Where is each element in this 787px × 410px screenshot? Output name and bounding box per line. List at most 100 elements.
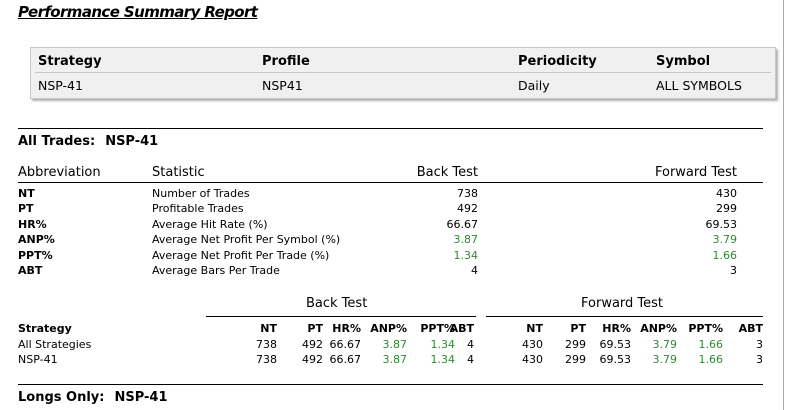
stats-back-value: 492 (457, 202, 478, 215)
stats-header-forward-test: Forward Test (654, 165, 737, 180)
stats-statistic: Profitable Trades (152, 202, 244, 215)
info-header-strategy: Strategy (38, 53, 102, 69)
stats-row: NT Number of Trades 738 430 (18, 186, 763, 201)
comparison-row: NSP-41 738 492 66.67 3.87 1.34 4 430 299 69.53 3.7… (18, 352, 763, 367)
back-metric-header: ANP% (370, 322, 407, 335)
info-value-periodicity: Daily (518, 77, 550, 93)
back-test-group-line (206, 316, 476, 317)
stats-statistic: Average Bars Per Trade (152, 264, 280, 277)
back-metric-header: NT (260, 322, 277, 335)
back-metric-value: 4 (467, 338, 474, 351)
stats-statistic: Average Net Profit Per Trade (%) (152, 249, 330, 262)
stats-row: PT Profitable Trades 492 299 (18, 201, 763, 216)
forward-test-group-line (486, 316, 763, 317)
forward-metric-value: 430 (522, 353, 543, 366)
stats-forward-value: 430 (716, 187, 737, 200)
stats-header-row: Abbreviation Statistic Back Test Forward… (18, 165, 763, 183)
comparison-strategy-name: All Strategies (18, 338, 92, 351)
comparison-header-row: Strategy NT PT HR% ANP% PPT% ABT NT PT HR% ANP% PPT… (18, 321, 763, 336)
back-test-group-label: Back Test (306, 296, 368, 311)
info-header-profile: Profile (262, 53, 310, 69)
back-metric-value: 66.67 (329, 353, 362, 366)
forward-metric-value: 3 (756, 338, 763, 351)
forward-metric-value: 299 (565, 353, 586, 366)
forward-metric-value: 3 (756, 353, 763, 366)
stats-row: ABT Average Bars Per Trade 4 3 (18, 263, 763, 278)
stats-statistic: Number of Trades (152, 187, 250, 200)
back-metric-value: 1.34 (430, 353, 456, 366)
stats-back-value: 4 (471, 264, 478, 277)
comparison-row: All Strategies 738 492 66.67 3.87 1.34 4 430 299… (18, 337, 763, 352)
stats-abbreviation: NT (18, 187, 35, 200)
stats-forward-value: 1.66 (712, 249, 738, 262)
stats-row: ANP% Average Net Profit Per Symbol (%) 3.8… (18, 232, 763, 247)
forward-metric-header: NT (526, 322, 543, 335)
stats-header-back-test: Back Test (416, 165, 478, 180)
back-metric-value: 66.67 (329, 338, 362, 351)
forward-test-group-label: Forward Test (581, 296, 664, 311)
forward-metric-header: ANP% (640, 322, 677, 335)
longs-only-divider (18, 384, 763, 385)
back-metric-value: 4 (467, 353, 474, 366)
stats-back-value: 66.67 (446, 218, 479, 231)
forward-metric-header: ABT (738, 322, 763, 335)
forward-metric-value: 69.53 (599, 338, 632, 351)
forward-metric-value: 1.66 (698, 338, 724, 351)
strategy-info-box: Strategy Profile Periodicity Symbol NSP-… (30, 47, 776, 99)
all-trades-heading: All Trades: NSP-41 (18, 134, 158, 149)
stats-back-value: 3.87 (453, 233, 479, 246)
forward-metric-value: 69.53 (599, 353, 632, 366)
stats-abbreviation: ANP% (18, 233, 55, 246)
forward-metric-value: 3.79 (652, 353, 678, 366)
back-metric-value: 738 (256, 353, 277, 366)
info-value-symbol: ALL SYMBOLS (656, 77, 742, 93)
back-metric-value: 492 (302, 353, 323, 366)
stats-statistic: Average Hit Rate (%) (152, 218, 268, 231)
stats-forward-value: 3 (730, 264, 737, 277)
back-metric-value: 738 (256, 338, 277, 351)
back-metric-value: 3.87 (382, 338, 408, 351)
info-header-periodicity: Periodicity (518, 53, 597, 69)
stats-abbreviation: PT (18, 202, 34, 215)
right-border-line (783, 0, 784, 410)
info-value-profile: NSP41 (262, 77, 303, 93)
info-value-row: NSP-41 NSP41 Daily ALL SYMBOLS (35, 74, 771, 96)
report-title: Performance Summary Report (18, 3, 258, 21)
all-trades-strategy-name: NSP-41 (105, 134, 159, 149)
comparison-header-strategy: Strategy (18, 322, 72, 335)
stats-forward-value: 69.53 (705, 218, 738, 231)
forward-metric-value: 3.79 (652, 338, 678, 351)
info-header-row: Strategy Profile Periodicity Symbol (35, 50, 771, 73)
stats-forward-value: 3.79 (712, 233, 738, 246)
stats-statistic: Average Net Profit Per Symbol (%) (152, 233, 341, 246)
back-metric-value: 1.34 (430, 338, 456, 351)
comparison-strategy-name: NSP-41 (18, 353, 58, 366)
forward-metric-header: HR% (602, 322, 631, 335)
stats-header-statistic: Statistic (152, 165, 205, 180)
info-value-strategy: NSP-41 (38, 77, 83, 93)
back-metric-value: 492 (302, 338, 323, 351)
info-header-symbol: Symbol (656, 53, 711, 69)
back-metric-header: HR% (332, 322, 361, 335)
stats-abbreviation: PPT% (18, 249, 53, 262)
back-metric-header: PPT% (420, 322, 455, 335)
all-trades-divider (18, 128, 763, 129)
stats-row: PPT% Average Net Profit Per Trade (%) 1.34… (18, 248, 763, 263)
longs-only-label: Longs Only: (18, 390, 105, 405)
back-metric-header: PT (307, 322, 323, 335)
back-metric-header: ABT (449, 322, 474, 335)
longs-only-strategy-name: NSP-41 (114, 390, 168, 405)
longs-only-heading: Longs Only: NSP-41 (18, 390, 168, 405)
stats-header-abbreviation: Abbreviation (18, 165, 101, 180)
stats-row: HR% Average Hit Rate (%) 66.67 69.53 (18, 217, 763, 232)
stats-back-value: 1.34 (453, 249, 479, 262)
stats-forward-value: 299 (716, 202, 737, 215)
forward-metric-value: 299 (565, 338, 586, 351)
forward-metric-value: 430 (522, 338, 543, 351)
forward-metric-header: PPT% (688, 322, 723, 335)
stats-abbreviation: HR% (18, 218, 47, 231)
all-trades-label: All Trades: (18, 134, 96, 149)
stats-abbreviation: ABT (18, 264, 43, 277)
back-metric-value: 3.87 (382, 353, 408, 366)
forward-metric-header: PT (570, 322, 586, 335)
